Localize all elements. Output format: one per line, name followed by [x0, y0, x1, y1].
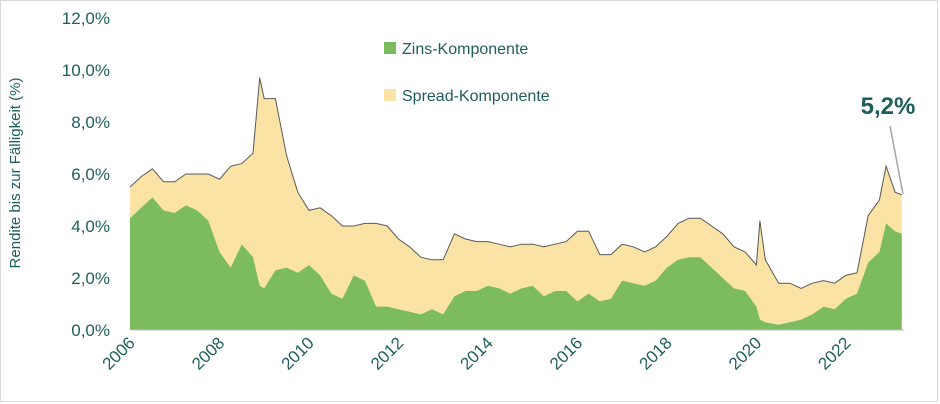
- y-tick-label: 8,0%: [71, 113, 110, 132]
- total-yield-line: [129, 77, 902, 289]
- callout: 5,2%: [861, 93, 916, 195]
- callout-leader-line: [889, 125, 904, 195]
- callout-value: 5,2%: [861, 93, 916, 120]
- y-tick-label: 10,0%: [62, 61, 110, 80]
- y-axis-label: Rendite bis zur Fälligkeit (%): [7, 78, 24, 269]
- plot-area: [129, 77, 902, 330]
- legend: Zins-Komponente Spread-Komponente: [384, 41, 550, 105]
- x-tick-label: 2016: [546, 333, 586, 373]
- y-tick-label: 2,0%: [71, 269, 110, 288]
- x-tick-label: 2014: [457, 333, 497, 373]
- zins-area: [130, 197, 902, 330]
- x-tick-label: 2020: [725, 333, 765, 373]
- x-tick-label: 2022: [814, 333, 854, 373]
- legend-swatch-spread: [384, 89, 396, 101]
- legend-swatch-zins: [384, 42, 396, 54]
- legend-label-spread: Spread-Komponente: [402, 88, 550, 105]
- x-tick-label: 2008: [188, 333, 228, 373]
- x-tick-label: 2010: [278, 333, 318, 373]
- x-axis-tick-labels: 2006 2008 2010 2012 2014 2016 2018 2020 2022: [99, 333, 855, 373]
- y-tick-label: 12,0%: [62, 9, 110, 28]
- y-tick-label: 6,0%: [71, 165, 110, 184]
- spread-area: [130, 77, 902, 325]
- y-tick-label: 0,0%: [71, 321, 110, 340]
- x-tick-label: 2018: [636, 333, 676, 373]
- legend-label-zins: Zins-Komponente: [402, 41, 528, 58]
- y-tick-label: 4,0%: [71, 217, 110, 236]
- y-axis-tick-labels: 0,0% 2,0% 4,0% 6,0% 8,0% 10,0% 12,0%: [62, 9, 110, 340]
- x-tick-label: 2012: [367, 333, 407, 373]
